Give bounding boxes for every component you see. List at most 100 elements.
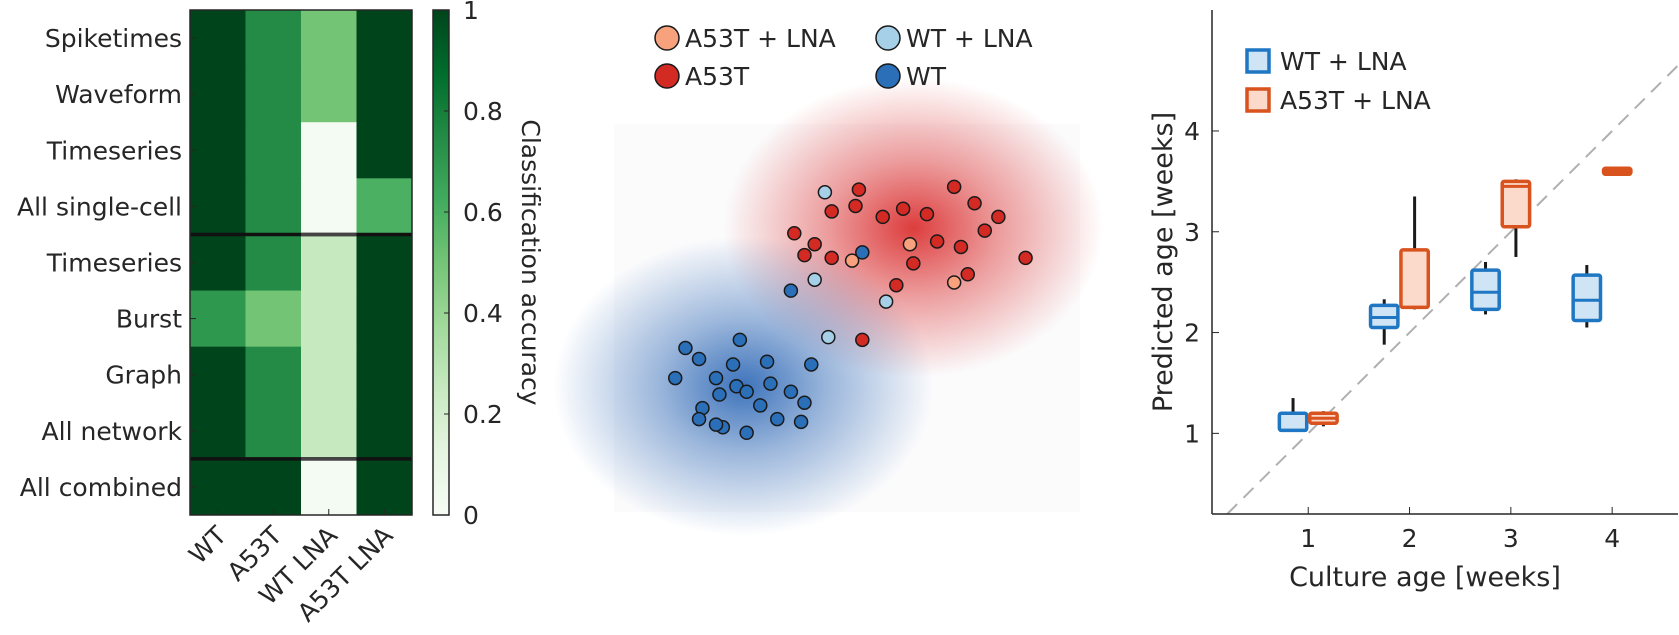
wt-point bbox=[797, 395, 812, 410]
legend-marker bbox=[875, 63, 901, 89]
legend-marker bbox=[654, 63, 680, 89]
heatmap-cell bbox=[245, 122, 302, 179]
box bbox=[1277, 411, 1309, 433]
a53t-point bbox=[851, 182, 867, 197]
colorbar bbox=[432, 9, 450, 516]
legend-label: WT bbox=[906, 62, 947, 91]
heatmap-cell bbox=[301, 234, 357, 292]
wt-point bbox=[667, 370, 683, 386]
wt-point bbox=[739, 425, 754, 441]
wt-point bbox=[793, 414, 809, 430]
a53t-point bbox=[824, 204, 839, 219]
wt-point bbox=[691, 411, 707, 427]
heatmap-cell bbox=[356, 10, 413, 67]
legend-label: A53T + LNA bbox=[685, 24, 836, 53]
x-tick-label: 2 bbox=[1402, 524, 1418, 553]
wt-point bbox=[759, 354, 775, 369]
x-tick-label: 1 bbox=[1300, 524, 1316, 553]
a53t-point bbox=[919, 206, 935, 222]
a53t-point bbox=[906, 256, 921, 271]
legend-swatch bbox=[1245, 87, 1271, 113]
legend-marker bbox=[875, 25, 901, 51]
row-label: Waveform bbox=[55, 80, 182, 109]
heatmap-cell bbox=[356, 346, 413, 404]
a53t-point bbox=[855, 332, 870, 348]
a53t-point bbox=[991, 209, 1006, 225]
legend-label: A53T bbox=[685, 62, 750, 91]
heatmap-cell bbox=[245, 402, 302, 460]
a53t-point bbox=[953, 239, 969, 255]
heatmap-cell bbox=[356, 122, 413, 179]
a53t-point bbox=[807, 236, 822, 252]
a53t-point bbox=[787, 226, 802, 241]
legend-marker bbox=[654, 25, 680, 51]
heatmap-cell bbox=[190, 10, 246, 67]
a53t-point bbox=[889, 277, 904, 293]
heatmap-cell bbox=[301, 66, 357, 123]
wt-point bbox=[763, 376, 778, 391]
boxplot-panel: 1 2 3 4 1 2 3 4 Culture age [weeks] Predicted age… bbox=[1148, 10, 1679, 593]
heatmap-cell bbox=[356, 234, 413, 292]
heatmap-cell bbox=[301, 122, 357, 179]
a53t-point bbox=[1018, 250, 1033, 266]
heatmap-cell bbox=[245, 66, 302, 123]
a53t-point bbox=[848, 198, 863, 214]
heatmap-cell bbox=[245, 178, 302, 235]
row-label: All combined bbox=[20, 473, 182, 502]
wt-point bbox=[708, 417, 724, 432]
a53t-point bbox=[929, 234, 945, 249]
heatmap-cell bbox=[301, 290, 357, 348]
a53t-point bbox=[875, 209, 890, 225]
heatmap-cell bbox=[245, 10, 302, 67]
heatmap-cell bbox=[190, 402, 246, 460]
heatmap-cell bbox=[245, 458, 302, 516]
wt-point bbox=[855, 245, 870, 260]
wt-lna-point bbox=[817, 185, 833, 200]
x-tick-label: 4 bbox=[1604, 524, 1620, 553]
row-label: Burst bbox=[116, 305, 182, 334]
a53t-point bbox=[967, 195, 982, 211]
heatmap-cell bbox=[190, 234, 246, 292]
a53t-lna-point bbox=[946, 275, 962, 290]
heatmap-cell bbox=[356, 178, 413, 235]
colorbar-tick-label: 0.8 bbox=[463, 97, 503, 126]
wt-point bbox=[678, 340, 693, 356]
row-label: All single-cell bbox=[17, 192, 182, 221]
heatmap-cell bbox=[301, 402, 357, 460]
heatmap-cell bbox=[301, 458, 357, 516]
heatmap-cell bbox=[245, 234, 302, 292]
row-label: Spiketimes bbox=[45, 24, 182, 53]
wt-point bbox=[804, 357, 819, 372]
heatmap-cell bbox=[190, 290, 246, 348]
x-tick-label: 3 bbox=[1503, 524, 1519, 553]
wt-point bbox=[708, 370, 724, 386]
heatmap-cell bbox=[245, 346, 302, 404]
colorbar-tick-label: 1 bbox=[463, 0, 479, 25]
heatmap-cell bbox=[301, 178, 357, 235]
heatmap-cell bbox=[301, 10, 357, 67]
row-label: Graph bbox=[105, 361, 182, 390]
a53t-point bbox=[946, 179, 962, 195]
scatter-panel: A53T + LNA WT + LNA A53T WT bbox=[553, 24, 1104, 537]
y-tick-label: 3 bbox=[1184, 218, 1200, 247]
y-tick-label: 2 bbox=[1184, 319, 1200, 348]
heatmap-cell bbox=[356, 290, 413, 348]
heatmap-panel: Spiketimes Waveform Timeseries All single-c… bbox=[17, 0, 545, 627]
row-label: Timeseries bbox=[46, 136, 182, 165]
wt-point bbox=[691, 351, 707, 367]
wt-point bbox=[732, 332, 748, 348]
a53t-lna-point bbox=[902, 236, 918, 252]
box bbox=[1470, 268, 1501, 312]
legend-label: WT + LNA bbox=[1280, 47, 1407, 76]
heatmap-cell bbox=[245, 290, 302, 348]
a53t-lna-point bbox=[844, 253, 860, 268]
legend-swatch bbox=[1245, 48, 1271, 74]
y-tick-label: 1 bbox=[1184, 419, 1200, 448]
colorbar-tick-label: 0 bbox=[463, 501, 479, 530]
wt-point bbox=[725, 357, 741, 372]
y-tick-label: 4 bbox=[1184, 117, 1200, 146]
heatmap-cell bbox=[190, 346, 246, 404]
identity-line bbox=[1226, 64, 1679, 515]
heatmap-cell bbox=[190, 66, 246, 123]
